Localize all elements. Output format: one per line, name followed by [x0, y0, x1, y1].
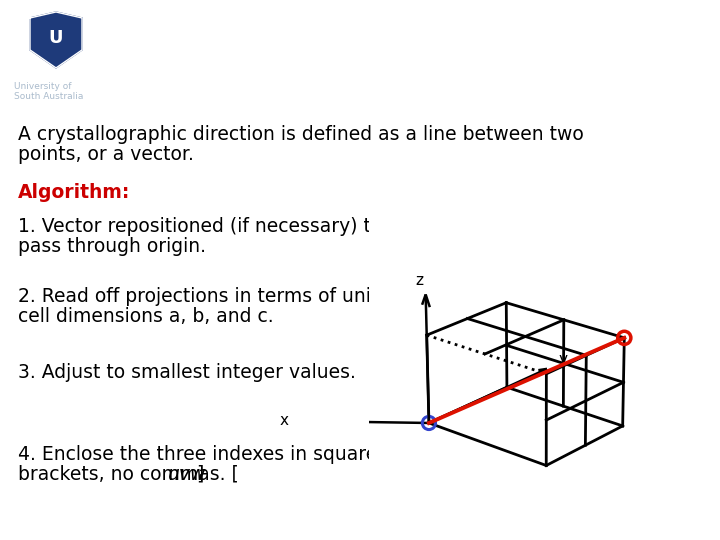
Text: Algorithm:: Algorithm:: [18, 183, 130, 202]
FancyBboxPatch shape: [9, 9, 103, 83]
Text: 4. Enclose the three indexes in square: 4. Enclose the three indexes in square: [18, 445, 377, 464]
Text: points, or a vector.: points, or a vector.: [18, 145, 194, 164]
Text: Crystallographic Directions: Crystallographic Directions: [153, 33, 707, 67]
Text: 2. Read off projections in terms of unit: 2. Read off projections in terms of unit: [18, 287, 378, 306]
Text: ENR 116 – Mod. 1- Slide No. 9: ENR 116 – Mod. 1- Slide No. 9: [560, 4, 715, 14]
Text: 1. Vector repositioned (if necessary) to: 1. Vector repositioned (if necessary) to: [18, 217, 382, 236]
Text: 3. Adjust to smallest integer values.: 3. Adjust to smallest integer values.: [18, 363, 356, 382]
Text: brackets, no commas. [: brackets, no commas. [: [18, 465, 239, 484]
Text: cell dimensions a, b, and c.: cell dimensions a, b, and c.: [18, 307, 274, 326]
Text: University of: University of: [14, 82, 71, 91]
Text: pass through origin.: pass through origin.: [18, 237, 206, 256]
Text: uvw: uvw: [168, 465, 207, 484]
Text: ]: ]: [196, 465, 203, 484]
Polygon shape: [30, 12, 82, 68]
Text: South Australia: South Australia: [14, 92, 84, 101]
Text: U: U: [49, 29, 63, 47]
Text: A crystallographic direction is defined as a line between two: A crystallographic direction is defined …: [18, 125, 584, 144]
